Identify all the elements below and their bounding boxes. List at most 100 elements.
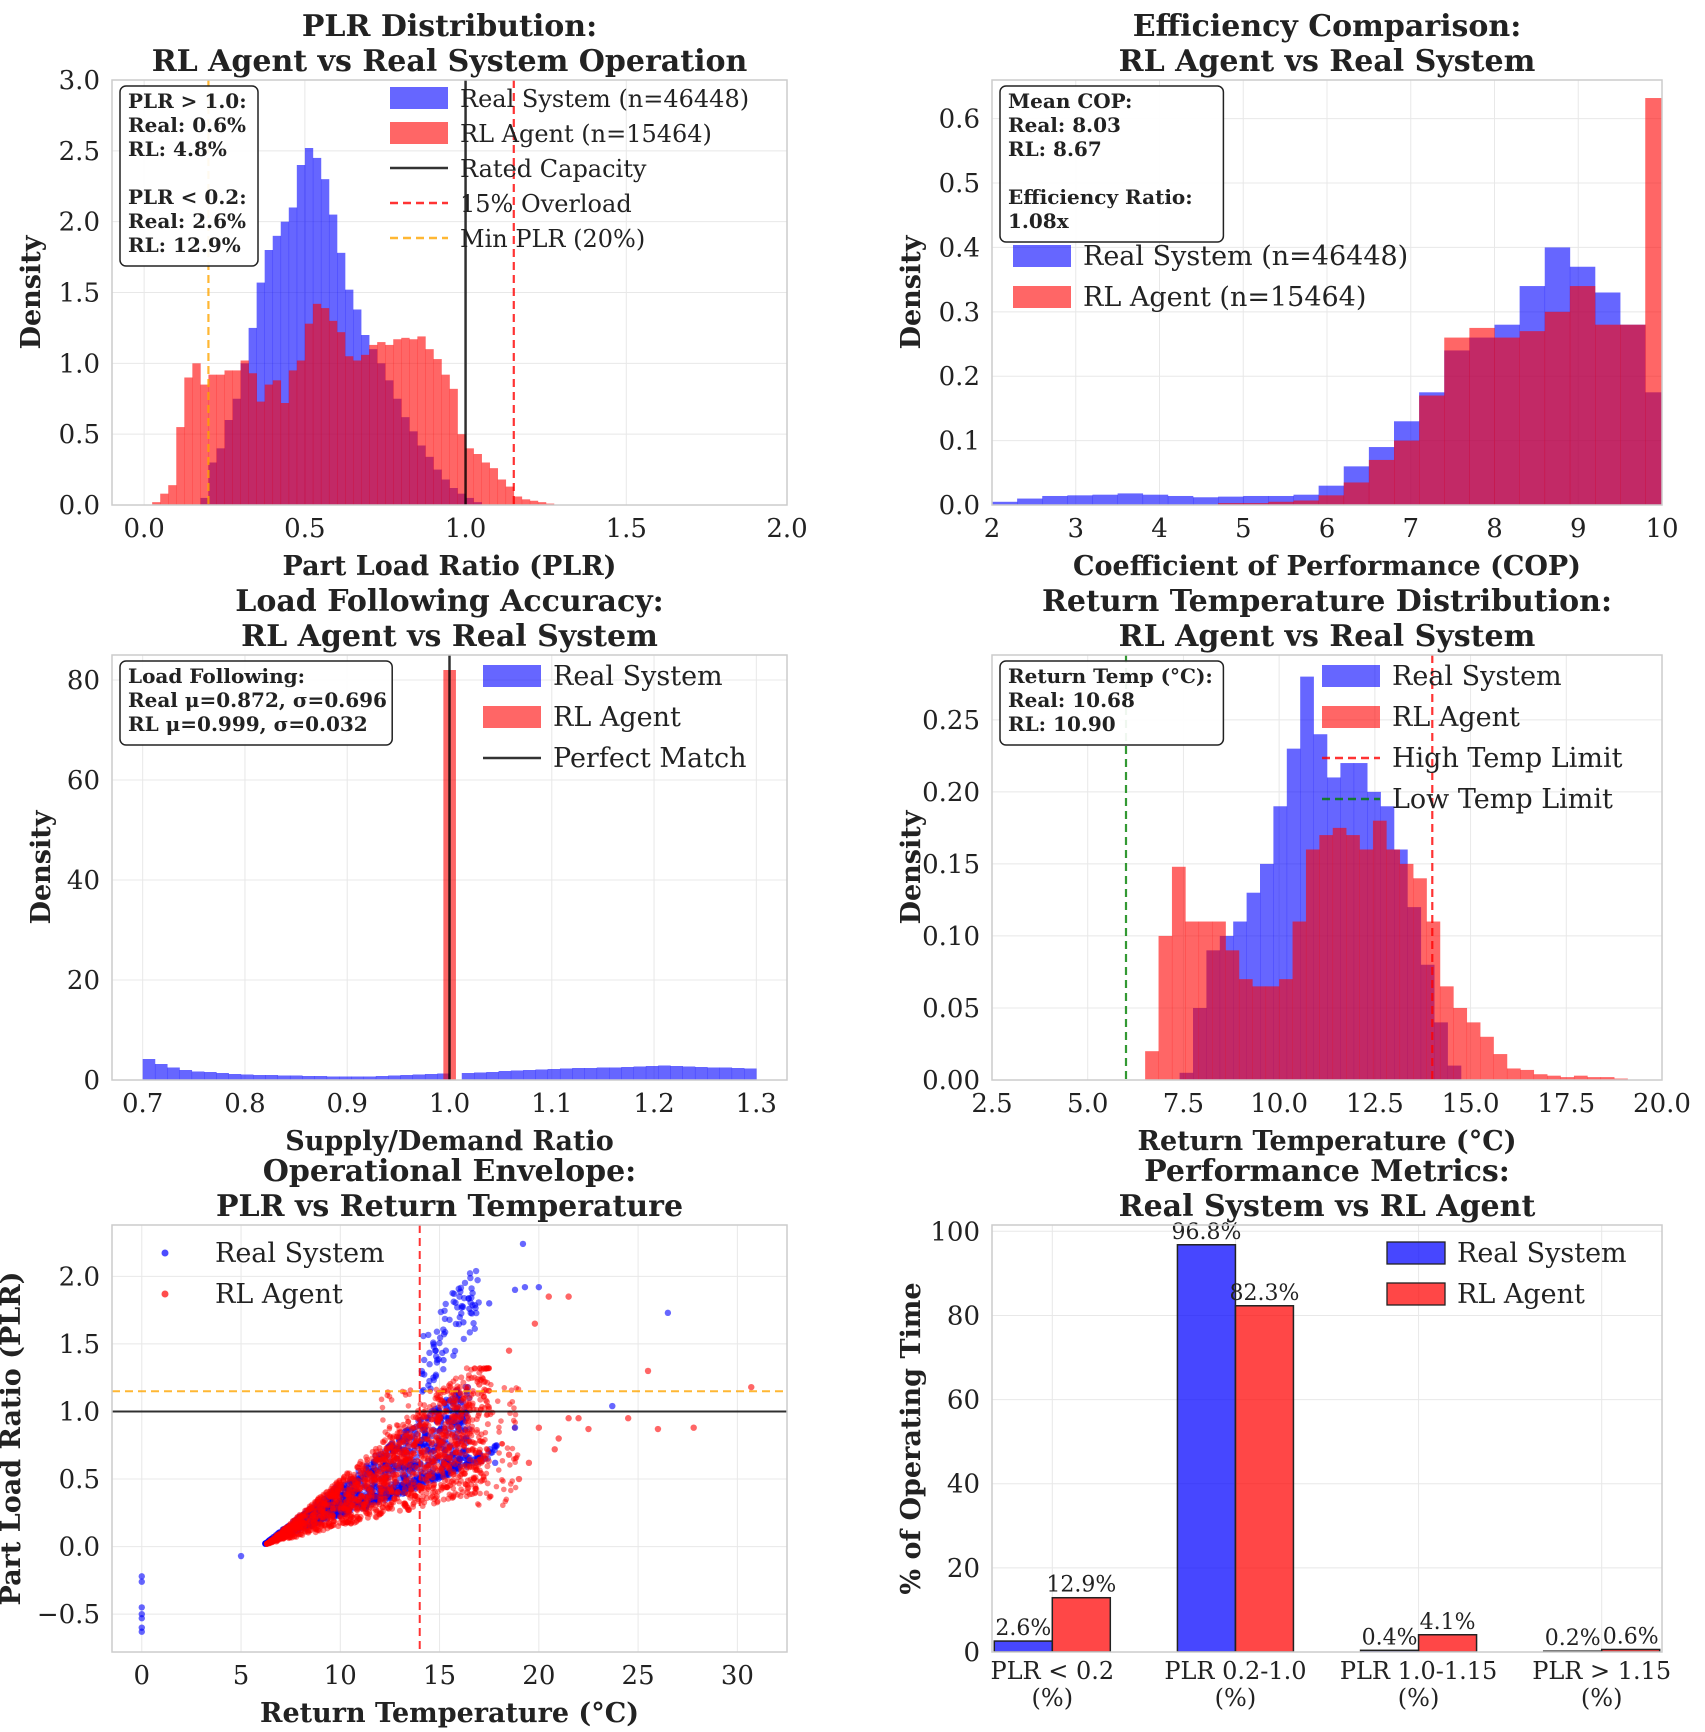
hist-bar — [1092, 494, 1118, 505]
hist-bar — [1117, 493, 1144, 505]
scatter-point — [320, 1527, 327, 1534]
hist-bar — [272, 380, 282, 505]
hist-bar — [302, 1076, 315, 1080]
hist-bar — [351, 1076, 364, 1080]
scatter-point — [406, 1437, 413, 1444]
y-tick-label: 2.5 — [59, 137, 100, 167]
bar — [1176, 1244, 1237, 1652]
scatter-point — [314, 1501, 321, 1508]
scatter-point — [329, 1505, 336, 1512]
x-tick-label: 1.0 — [445, 514, 486, 544]
scatter-point — [423, 1446, 429, 1453]
scatter-point — [376, 1511, 383, 1518]
hist-bar — [288, 370, 298, 505]
scatter-point — [451, 1434, 458, 1441]
scatter-point — [468, 1481, 475, 1488]
legend-label: Real System (n=46448) — [1083, 241, 1408, 272]
scatter-point — [426, 1349, 433, 1357]
hist-bar — [473, 454, 482, 505]
scatter-point — [389, 1505, 396, 1512]
scatter-point — [436, 1428, 443, 1435]
scatter-point — [428, 1416, 435, 1423]
hist-bar — [441, 374, 450, 505]
scatter-point — [515, 1475, 523, 1483]
scatter-point — [478, 1470, 485, 1476]
hist-bar — [363, 1076, 377, 1080]
hist-bar — [1279, 979, 1293, 1080]
plot-marks — [992, 98, 1662, 505]
scatter-point — [425, 1331, 432, 1339]
hist-bar — [1293, 494, 1319, 505]
scatter-point — [237, 1552, 245, 1560]
y-axis-label: Density — [896, 809, 927, 924]
hist-bar — [505, 486, 515, 505]
chart-title: RL Agent vs Real System Operation — [152, 44, 748, 79]
scatter-point — [387, 1433, 393, 1439]
scatter-point — [460, 1319, 467, 1326]
x-tick-label: 1.0 — [429, 1089, 470, 1119]
scatter-point — [440, 1366, 447, 1373]
x-tick-label: (%) — [1032, 1684, 1074, 1712]
hist-bar — [216, 374, 225, 505]
hist-bar — [412, 1074, 426, 1080]
scatter-point — [330, 1518, 337, 1525]
chart-title: Load Following Accuracy: — [235, 584, 664, 619]
scatter-point — [464, 1428, 471, 1435]
scatter-point — [505, 1451, 513, 1458]
chart-title: Efficiency Comparison: — [1133, 9, 1522, 44]
scatter-point — [453, 1430, 460, 1437]
y-tick-label: 0.0 — [59, 1533, 100, 1563]
scatter-point — [436, 1339, 443, 1347]
x-tick-label: 2.5 — [971, 1089, 1012, 1119]
scatter-point — [404, 1449, 410, 1455]
scatter-point — [545, 1293, 552, 1300]
hist-bar — [1346, 835, 1360, 1080]
scatter-point — [483, 1470, 490, 1477]
y-tick-label: 0.1 — [939, 427, 980, 457]
scatter-point — [478, 1366, 485, 1373]
scatter-point — [411, 1499, 418, 1506]
hist-bar — [513, 496, 523, 505]
y-tick-label: 0.3 — [939, 298, 980, 328]
legend-label: RL Agent (n=15464) — [1083, 282, 1366, 313]
scatter-point — [347, 1473, 354, 1480]
hist-bar — [1145, 1051, 1159, 1080]
scatter-point — [460, 1442, 467, 1449]
hist-bar — [328, 320, 338, 505]
scatter-point — [401, 1485, 408, 1492]
scatter-point — [427, 1431, 434, 1438]
scatter-point — [138, 1573, 145, 1580]
scatter-point — [410, 1479, 417, 1486]
legend-cop: Real System (n=46448) RL Agent (n=15464) — [1013, 241, 1408, 313]
hist-bar — [1293, 500, 1319, 505]
scatter-point — [476, 1437, 483, 1444]
x-tick-label: 15 — [423, 1661, 456, 1691]
scatter-point — [352, 1498, 359, 1505]
scatter-point — [449, 1418, 456, 1425]
hist-bar — [289, 1075, 303, 1080]
scatter-point — [138, 1615, 145, 1622]
y-tick-label: 100 — [930, 1217, 980, 1247]
scatter-point — [371, 1464, 378, 1471]
plot-frame — [111, 654, 788, 1081]
hist-bar — [465, 448, 474, 505]
scatter-point — [440, 1446, 447, 1453]
hist-bar — [1268, 495, 1294, 505]
scatter-point — [313, 1507, 320, 1514]
hist-bar — [1158, 935, 1173, 1080]
scatter-point — [312, 1529, 319, 1536]
scatter-point — [483, 1453, 489, 1459]
series-rl-points — [436, 1293, 755, 1483]
scatter-point — [384, 1492, 391, 1499]
scatter-point — [433, 1434, 440, 1441]
hist-bar — [1399, 863, 1414, 1080]
scatter-point — [457, 1284, 465, 1292]
hist-bar — [645, 1066, 659, 1080]
series-rl — [152, 303, 555, 505]
scatter-point — [356, 1516, 363, 1523]
hist-bar — [1493, 1054, 1508, 1080]
bar-value-label: 4.1% — [1420, 1610, 1476, 1635]
scatter-point — [359, 1506, 366, 1513]
hist-bar — [572, 1068, 585, 1080]
scatter-point — [445, 1382, 452, 1389]
